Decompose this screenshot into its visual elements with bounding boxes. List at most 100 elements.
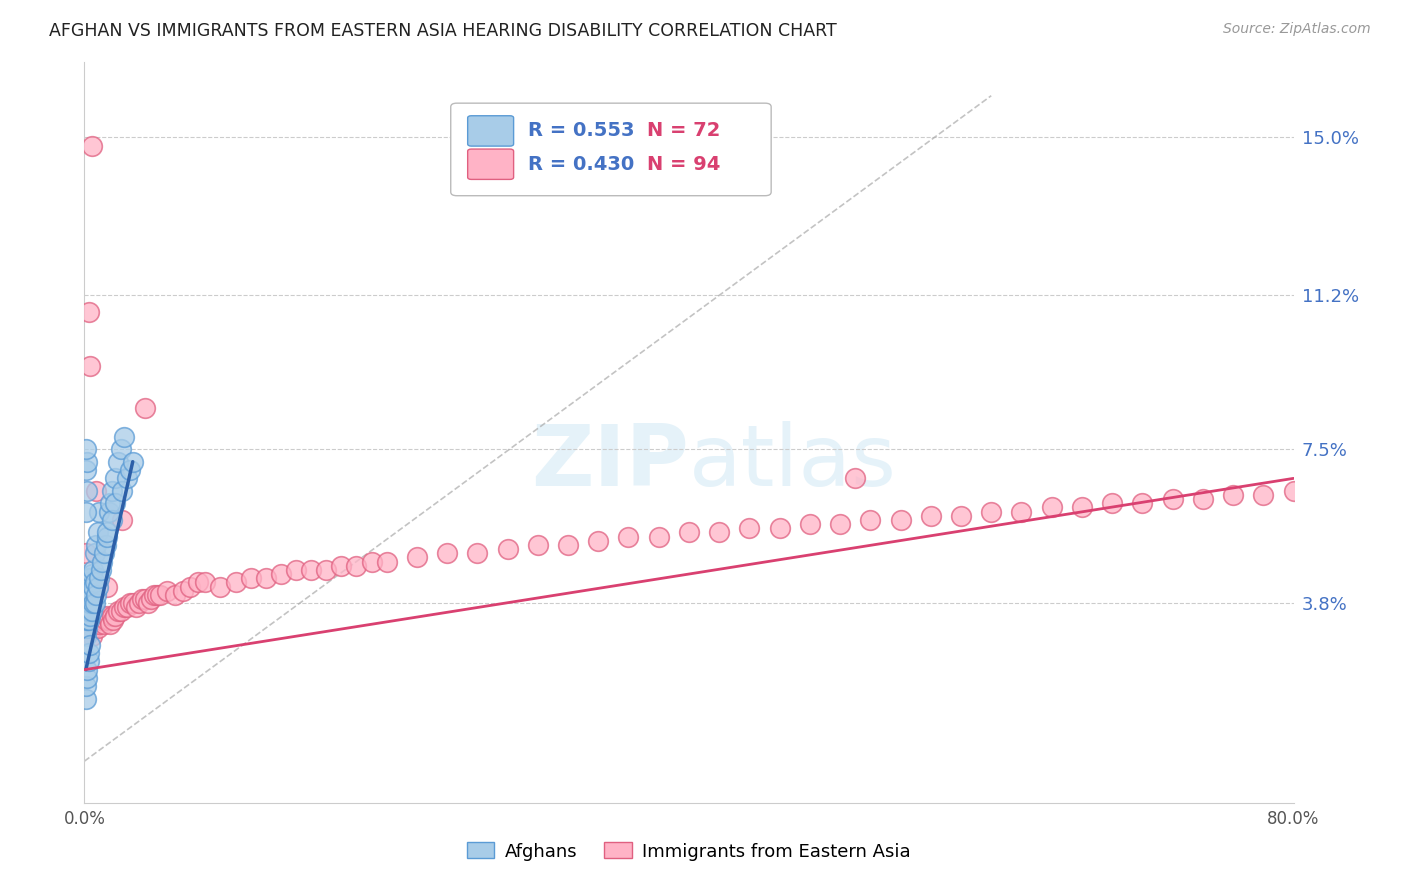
Immigrants from Eastern Asia xyxy=(179,580,201,594)
Immigrants from Eastern Asia xyxy=(96,580,118,594)
Immigrants from Eastern Asia xyxy=(131,592,153,607)
Immigrants from Eastern Asia xyxy=(79,359,101,373)
Afghans xyxy=(97,505,120,519)
Immigrants from Eastern Asia xyxy=(1101,496,1123,510)
Immigrants from Eastern Asia xyxy=(118,596,141,610)
Afghans xyxy=(79,596,101,610)
Afghans xyxy=(110,442,132,457)
Legend: Afghans, Immigrants from Eastern Asia: Afghans, Immigrants from Eastern Asia xyxy=(460,835,918,868)
Afghans xyxy=(87,580,110,594)
Immigrants from Eastern Asia xyxy=(436,546,458,560)
Immigrants from Eastern Asia xyxy=(75,546,97,560)
Immigrants from Eastern Asia xyxy=(315,563,337,577)
Text: Source: ZipAtlas.com: Source: ZipAtlas.com xyxy=(1223,22,1371,37)
Afghans xyxy=(77,571,100,585)
Immigrants from Eastern Asia xyxy=(1040,500,1063,515)
Immigrants from Eastern Asia xyxy=(890,513,912,527)
Afghans xyxy=(94,538,117,552)
Text: ZIP: ZIP xyxy=(531,421,689,504)
Immigrants from Eastern Asia xyxy=(980,505,1002,519)
Immigrants from Eastern Asia xyxy=(172,583,194,598)
Afghans xyxy=(75,442,97,457)
Immigrants from Eastern Asia xyxy=(285,563,308,577)
Afghans xyxy=(77,613,100,627)
Immigrants from Eastern Asia xyxy=(859,513,882,527)
Immigrants from Eastern Asia xyxy=(557,538,579,552)
Immigrants from Eastern Asia xyxy=(96,608,118,623)
Afghans xyxy=(82,580,104,594)
Immigrants from Eastern Asia xyxy=(844,471,866,485)
Afghans xyxy=(84,596,107,610)
Afghans xyxy=(76,580,98,594)
Afghans xyxy=(76,588,98,602)
Text: N = 94: N = 94 xyxy=(647,154,720,174)
Afghans xyxy=(93,546,115,560)
Immigrants from Eastern Asia xyxy=(87,621,110,635)
Immigrants from Eastern Asia xyxy=(104,608,127,623)
Afghans xyxy=(98,496,121,510)
Afghans xyxy=(80,588,103,602)
Immigrants from Eastern Asia xyxy=(1130,496,1153,510)
Afghans xyxy=(76,621,98,635)
Afghans xyxy=(100,513,122,527)
Afghans xyxy=(77,646,100,660)
Immigrants from Eastern Asia xyxy=(830,517,852,532)
Immigrants from Eastern Asia xyxy=(617,530,640,544)
Afghans xyxy=(75,679,97,693)
Immigrants from Eastern Asia xyxy=(187,575,209,590)
Immigrants from Eastern Asia xyxy=(97,613,120,627)
Immigrants from Eastern Asia xyxy=(1222,488,1244,502)
Immigrants from Eastern Asia xyxy=(467,546,489,560)
Immigrants from Eastern Asia xyxy=(76,616,98,631)
Afghans xyxy=(77,588,100,602)
Immigrants from Eastern Asia xyxy=(136,596,159,610)
Immigrants from Eastern Asia xyxy=(77,305,100,319)
Afghans xyxy=(104,496,127,510)
Immigrants from Eastern Asia xyxy=(75,608,97,623)
FancyBboxPatch shape xyxy=(451,103,770,195)
Afghans xyxy=(79,608,101,623)
Afghans xyxy=(77,596,100,610)
Afghans xyxy=(104,471,127,485)
Text: R = 0.430: R = 0.430 xyxy=(529,154,634,174)
Immigrants from Eastern Asia xyxy=(86,483,108,498)
Immigrants from Eastern Asia xyxy=(149,588,172,602)
Afghans xyxy=(77,654,100,668)
Afghans xyxy=(91,555,114,569)
Immigrants from Eastern Asia xyxy=(79,625,101,640)
Afghans xyxy=(86,588,108,602)
Immigrants from Eastern Asia xyxy=(194,575,217,590)
Immigrants from Eastern Asia xyxy=(209,580,232,594)
Immigrants from Eastern Asia xyxy=(950,508,973,523)
Afghans xyxy=(79,638,101,652)
Text: AFGHAN VS IMMIGRANTS FROM EASTERN ASIA HEARING DISABILITY CORRELATION CHART: AFGHAN VS IMMIGRANTS FROM EASTERN ASIA H… xyxy=(49,22,837,40)
Immigrants from Eastern Asia xyxy=(165,588,187,602)
Text: N = 72: N = 72 xyxy=(647,121,720,140)
Afghans xyxy=(80,605,103,619)
Afghans xyxy=(76,455,98,469)
Immigrants from Eastern Asia xyxy=(89,616,111,631)
Immigrants from Eastern Asia xyxy=(128,596,150,610)
Immigrants from Eastern Asia xyxy=(1192,492,1215,507)
Afghans xyxy=(89,505,111,519)
FancyBboxPatch shape xyxy=(468,116,513,146)
Immigrants from Eastern Asia xyxy=(1011,505,1033,519)
Immigrants from Eastern Asia xyxy=(134,592,156,607)
Afghans xyxy=(86,538,108,552)
Immigrants from Eastern Asia xyxy=(82,621,104,635)
Immigrants from Eastern Asia xyxy=(76,588,98,602)
Immigrants from Eastern Asia xyxy=(142,588,165,602)
Immigrants from Eastern Asia xyxy=(406,550,429,565)
Afghans xyxy=(76,613,98,627)
Immigrants from Eastern Asia xyxy=(709,525,731,540)
Immigrants from Eastern Asia xyxy=(134,401,156,415)
Afghans xyxy=(96,530,118,544)
Immigrants from Eastern Asia xyxy=(90,613,112,627)
Immigrants from Eastern Asia xyxy=(112,600,135,615)
Immigrants from Eastern Asia xyxy=(360,555,382,569)
Immigrants from Eastern Asia xyxy=(121,596,143,610)
Immigrants from Eastern Asia xyxy=(98,616,121,631)
Afghans xyxy=(112,430,135,444)
Afghans xyxy=(76,483,98,498)
Afghans xyxy=(75,596,97,610)
